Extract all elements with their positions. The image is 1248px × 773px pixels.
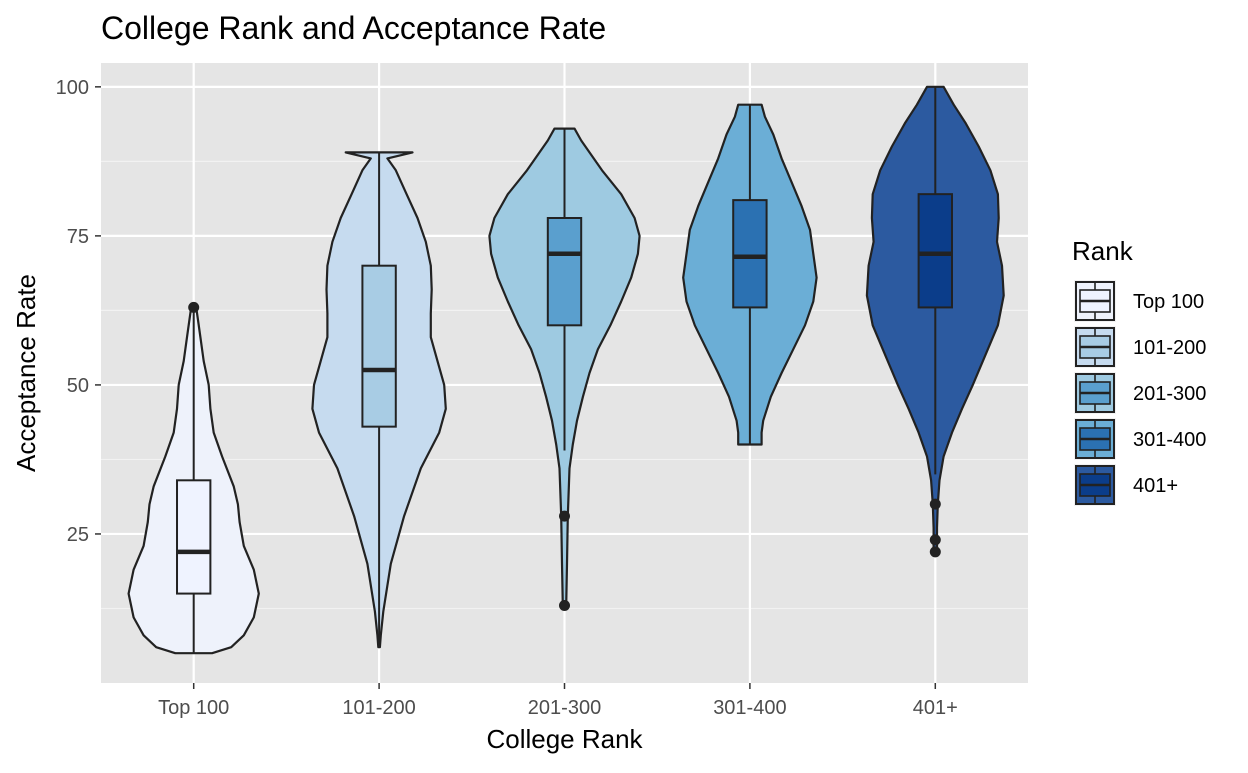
- legend-key: [1074, 418, 1116, 460]
- x-axis-ticks: Top 100 101-200 201-300 301-400 401+: [158, 683, 958, 719]
- x-tick-label: 201-300: [528, 697, 601, 719]
- y-tick-label: 50: [67, 375, 89, 397]
- box: [176, 479, 212, 595]
- boxplots: [176, 86, 953, 654]
- box: [732, 199, 768, 309]
- y-tick-label: 75: [67, 226, 89, 248]
- legend-key: [1074, 280, 1116, 322]
- legend-label: 401+: [1133, 475, 1178, 497]
- y-axis-ticks: 25 50 75 100: [56, 77, 101, 546]
- y-axis-title: Acceptance Rate: [11, 274, 41, 472]
- box: [917, 193, 953, 309]
- legend: Rank Top 100 101-200 201-300 301-400 401+: [1072, 236, 1206, 506]
- y-tick-label: 25: [67, 524, 89, 546]
- outlier-point: [929, 498, 941, 510]
- outlier-point: [559, 510, 570, 522]
- outlier-point: [929, 534, 941, 546]
- x-axis-title: College Rank: [486, 724, 643, 754]
- legend-title: Rank: [1072, 236, 1134, 266]
- box: [361, 264, 397, 428]
- legend-label: 101-200: [1133, 337, 1206, 359]
- x-tick-label: 301-400: [713, 697, 786, 719]
- outlier-point: [188, 301, 200, 313]
- box: [546, 217, 583, 327]
- x-tick-label: Top 100: [158, 697, 229, 719]
- legend-label: Top 100: [1133, 291, 1204, 313]
- y-tick-label: 100: [56, 77, 89, 99]
- legend-label: 201-300: [1133, 383, 1206, 405]
- legend-key: [1074, 464, 1116, 506]
- legend-label: 301-400: [1133, 429, 1206, 451]
- chart-title: College Rank and Acceptance Rate: [101, 10, 606, 46]
- outlier-point: [929, 546, 941, 558]
- legend-key: [1074, 326, 1116, 368]
- outlier-point: [559, 600, 570, 611]
- legend-key: [1074, 372, 1116, 414]
- x-tick-label: 401+: [913, 697, 958, 719]
- x-tick-label: 101-200: [342, 697, 415, 719]
